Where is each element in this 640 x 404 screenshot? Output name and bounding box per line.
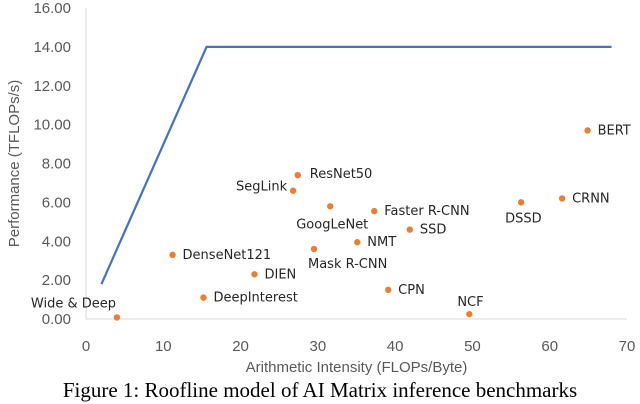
x-tick-label: 0 bbox=[82, 338, 90, 355]
data-point-label: DIEN bbox=[264, 267, 296, 282]
data-point bbox=[169, 251, 176, 259]
data-point-label: CRNN bbox=[572, 191, 610, 206]
y-tick-label: 12.00 bbox=[33, 78, 71, 95]
data-point bbox=[289, 187, 297, 194]
x-tick-label: 40 bbox=[387, 338, 404, 355]
figure-caption: Figure 1: Roofline model of AI Matrix in… bbox=[62, 378, 578, 402]
data-point-label: DSSD bbox=[505, 211, 542, 226]
y-tick-label: 0.00 bbox=[42, 311, 71, 328]
x-tick-label: 10 bbox=[155, 338, 172, 355]
data-point-label: NCF bbox=[457, 295, 483, 310]
tick-labels: 0.00 2.00 4.00 6.00 8.00 10.00 12.00 14.00 16.00… bbox=[33, 0, 635, 355]
data-point-label: BERT bbox=[598, 123, 631, 138]
y-tick-label: 6.00 bbox=[42, 194, 71, 211]
roofline-line bbox=[100, 45, 612, 285]
data-point-label: DenseNet121 bbox=[183, 248, 272, 263]
data-point bbox=[113, 314, 121, 321]
data-point-label: Mask R-CNN bbox=[308, 257, 387, 272]
axes bbox=[85, 8, 627, 320]
data-point bbox=[406, 226, 414, 233]
data-point-label: ResNet50 bbox=[310, 167, 373, 182]
benchmark-labels: Wide & Deep DenseNet121 DeepInterest DIEN Se… bbox=[31, 123, 631, 311]
data-point bbox=[371, 207, 378, 215]
x-tick-label: 50 bbox=[464, 338, 481, 355]
data-point bbox=[384, 286, 392, 294]
x-tick-label: 30 bbox=[310, 338, 327, 355]
data-point bbox=[558, 195, 566, 202]
data-point-label: SSD bbox=[420, 223, 447, 238]
data-point-label: Faster R-CNN bbox=[384, 204, 469, 219]
data-point-label: NMT bbox=[367, 235, 396, 250]
data-point bbox=[310, 245, 318, 253]
data-point bbox=[517, 199, 525, 206]
x-axis-title: Arithmetic Intensity (FLOPs/Byte) bbox=[246, 359, 468, 376]
y-tick-label: 4.00 bbox=[42, 233, 71, 250]
data-point bbox=[466, 310, 473, 318]
data-point-label: CPN bbox=[398, 283, 425, 298]
data-point-label: SegLink bbox=[236, 180, 288, 195]
y-tick-label: 10.00 bbox=[33, 117, 71, 134]
roofline-series bbox=[100, 45, 612, 285]
data-point bbox=[200, 294, 207, 301]
data-point bbox=[584, 127, 591, 134]
y-tick-label: 16.00 bbox=[33, 0, 71, 17]
data-point bbox=[294, 171, 301, 179]
data-point bbox=[251, 271, 258, 278]
benchmark-points bbox=[113, 127, 591, 321]
y-axis-title: Performance (TFLOPs/s) bbox=[6, 80, 23, 248]
x-tick-label: 70 bbox=[619, 338, 636, 355]
y-tick-label: 8.00 bbox=[42, 156, 71, 173]
y-tick-label: 14.00 bbox=[33, 39, 71, 56]
data-point bbox=[327, 203, 334, 210]
data-point-label: GoogLeNet bbox=[296, 217, 368, 232]
data-point-label: Wide & Deep bbox=[31, 296, 116, 311]
x-tick-label: 20 bbox=[232, 338, 249, 355]
data-point bbox=[354, 239, 361, 246]
y-tick-label: 2.00 bbox=[42, 272, 71, 289]
data-point-label: DeepInterest bbox=[213, 291, 297, 306]
x-tick-label: 60 bbox=[541, 338, 558, 355]
